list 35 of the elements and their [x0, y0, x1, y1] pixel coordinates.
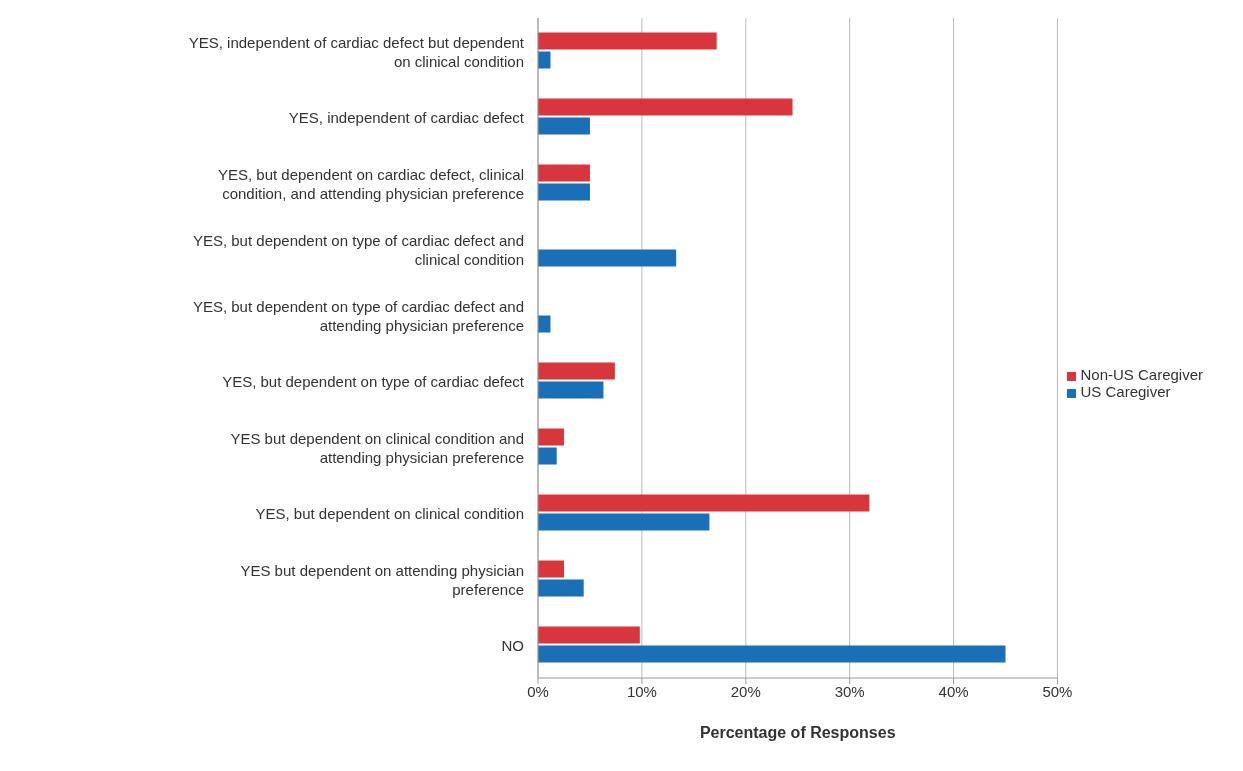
y-tick-label: YES, but dependent on type of cardiac defect and attending physician preference [192, 297, 524, 333]
bar [538, 645, 1006, 663]
bar [538, 381, 604, 399]
legend-label: Non-US Caregiver [1080, 366, 1203, 383]
bar [538, 117, 590, 135]
bar [538, 626, 640, 644]
x-tick-label: 30% [834, 682, 865, 700]
y-tick-label: YES but dependent on clinical condition and attending physician preference [230, 429, 524, 465]
y-tick-label: YES, but dependent on type of cardiac defect and clinical condition [192, 231, 524, 267]
bar [538, 560, 564, 578]
bar [538, 447, 557, 465]
bar [538, 579, 584, 597]
bar [538, 494, 870, 512]
legend-label: US Caregiver [1080, 383, 1171, 400]
y-tick-label: YES, but dependent on clinical condition [255, 504, 524, 522]
y-tick-label: NO [501, 636, 524, 654]
bar [538, 32, 717, 50]
y-tick-label: YES, independent of cardiac defect but dependent on clinical condition [188, 33, 525, 69]
x-tick-label: 20% [730, 682, 761, 700]
x-tick-label: 0% [527, 682, 549, 700]
x-tick-label: 10% [626, 682, 657, 700]
y-tick-label: YES, but dependent on cardiac defect, clinical condition, and attending physician preference [217, 165, 524, 201]
bar [538, 428, 564, 446]
bar [538, 249, 677, 267]
y-tick-label: YES but dependent on attending physician preference [240, 561, 524, 597]
bar [538, 183, 590, 201]
bar [538, 164, 590, 182]
x-tick-label: 50% [1042, 682, 1073, 700]
bar [538, 362, 615, 380]
x-tick-label: 40% [938, 682, 969, 700]
y-tick-label: YES, but dependent on type of cardiac defect [222, 372, 525, 390]
bar [538, 98, 793, 116]
x-axis-title: Percentage of Responses [699, 724, 896, 741]
bar [538, 513, 710, 531]
y-tick-label: YES, independent of cardiac defect [288, 108, 525, 126]
